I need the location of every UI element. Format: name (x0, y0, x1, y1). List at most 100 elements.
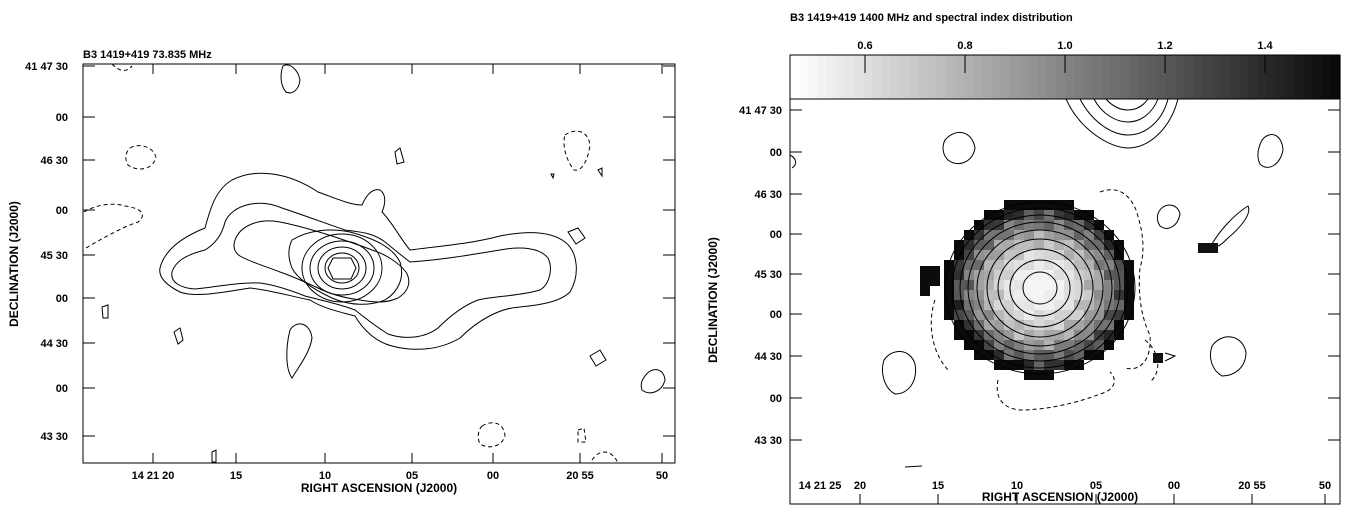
colorbar-step (854, 55, 864, 99)
right-top-arc-3 (1094, 99, 1158, 122)
spectral-index-pixel (994, 250, 1004, 260)
spectral-index-pixel (1034, 310, 1044, 320)
colorbar-step (1148, 55, 1158, 99)
colorbar-step (900, 55, 910, 99)
right-x-tick-label: 20 55 (1238, 480, 1266, 492)
left-y-tick-label: 41 47 30 (25, 61, 68, 73)
right-x-tick-label: 15 (932, 480, 944, 492)
spectral-index-pixel (1074, 280, 1084, 290)
spectral-index-pixel (1084, 300, 1094, 310)
spectral-index-pixel (1004, 200, 1014, 210)
spectral-index-pixel (1064, 260, 1074, 270)
left-neg-contour-b (84, 204, 142, 248)
spectral-index-pixel (974, 290, 984, 300)
colorbar-step (1248, 55, 1258, 99)
spectral-index-pixel (1104, 240, 1114, 250)
colorbar-tick-label: 1.0 (1057, 40, 1072, 52)
colorbar-step (1028, 55, 1038, 99)
spectral-index-pixel (1044, 280, 1054, 290)
colorbar-step (808, 55, 818, 99)
colorbar-step (1184, 55, 1194, 99)
right-chart-title: B3 1419+419 1400 MHz and spectral index … (790, 12, 1073, 24)
spectral-index-pixel (1054, 300, 1064, 310)
spectral-index-pixel (1024, 350, 1034, 360)
left-neg-contour-c (564, 131, 590, 170)
left-y-axis-label: DECLINATION (J2000) (7, 201, 21, 327)
spectral-index-pixel (1024, 360, 1034, 370)
left-island-a (395, 148, 404, 164)
spectral-index-pixel (1024, 300, 1034, 310)
spectral-index-pixel (974, 230, 984, 240)
colorbar-tick-label: 0.8 (957, 40, 972, 52)
left-island-d (174, 328, 183, 344)
spectral-index-pixel (930, 266, 940, 276)
right-top-arc-2 (1080, 99, 1168, 135)
right-isolated-pixel-a (1198, 243, 1218, 253)
colorbar-step (827, 55, 837, 99)
right-island-f (1210, 337, 1246, 376)
spectral-index-pixel (1034, 260, 1044, 270)
spectral-index-pixel (1084, 230, 1094, 240)
spectral-index-pixel (1124, 290, 1134, 300)
colorbar-step (1047, 55, 1057, 99)
colorbar-step (1276, 55, 1286, 99)
spectral-index-pixel (1024, 220, 1034, 230)
left-contour-core-3 (310, 241, 374, 295)
left-contour-2 (172, 203, 551, 337)
spectral-index-pixel (1004, 270, 1014, 280)
spectral-index-pixel (1074, 310, 1084, 320)
left-x-tick-label: 20 55 (566, 470, 594, 482)
spectral-index-pixel (1074, 270, 1084, 280)
left-y-tick-label: 00 (56, 205, 68, 217)
left-y-tick-label: 00 (56, 293, 68, 305)
spectral-index-pixel (1064, 250, 1074, 260)
colorbar-step (973, 55, 983, 99)
spectral-index-pixel (1074, 260, 1084, 270)
colorbar-step (882, 55, 892, 99)
spectral-index-pixel (1024, 240, 1034, 250)
spectral-index-pixel (1104, 290, 1114, 300)
colorbar-step (790, 55, 800, 99)
left-island-f (590, 350, 606, 366)
colorbar-step (928, 55, 938, 99)
colorbar-step (1001, 55, 1011, 99)
left-x-tick-label: 50 (656, 470, 668, 482)
spectral-index-pixel (1074, 220, 1084, 230)
spectral-index-pixel (1064, 320, 1074, 330)
colorbar-step (1212, 55, 1222, 99)
spectral-index-pixel (1104, 330, 1114, 340)
colorbar-step (1258, 55, 1268, 99)
spectral-index-pixel (1004, 280, 1014, 290)
spectral-index-pixel (1114, 250, 1124, 260)
left-x-tick-label: 00 (487, 470, 499, 482)
spectral-index-pixel (1054, 210, 1064, 220)
spectral-index-pixel (1024, 290, 1034, 300)
colorbar-step (1120, 55, 1130, 99)
spectral-index-pixel (1034, 300, 1044, 310)
colorbar-step (1193, 55, 1203, 99)
colorbar-step (1056, 55, 1066, 99)
spectral-index-pixel (1004, 230, 1014, 240)
right-island-i (1165, 353, 1175, 361)
left-island-top (281, 65, 300, 93)
left-y-tick-label: 00 (56, 383, 68, 395)
left-neg-contour-d (478, 423, 505, 447)
spectral-index-pixel (1084, 310, 1094, 320)
left-island-e (102, 305, 108, 318)
colorbar-step (937, 55, 947, 99)
left-x-tick-label: 14 21 20 (132, 470, 175, 482)
left-contour-core-2 (302, 234, 382, 302)
colorbar-step (1074, 55, 1084, 99)
right-y-tick-label: 00 (770, 147, 782, 159)
left-plot-frame (83, 64, 675, 463)
spectral-index-pixel (1094, 330, 1104, 340)
spectral-index-pixel (1114, 280, 1124, 290)
colorbar-step (1203, 55, 1213, 99)
spectral-index-pixel (1044, 370, 1054, 380)
colorbar-step (1239, 55, 1249, 99)
colorbar-step (992, 55, 1002, 99)
colorbar-step (964, 55, 974, 99)
right-island-a (943, 132, 975, 163)
colorbar-step (1166, 55, 1176, 99)
